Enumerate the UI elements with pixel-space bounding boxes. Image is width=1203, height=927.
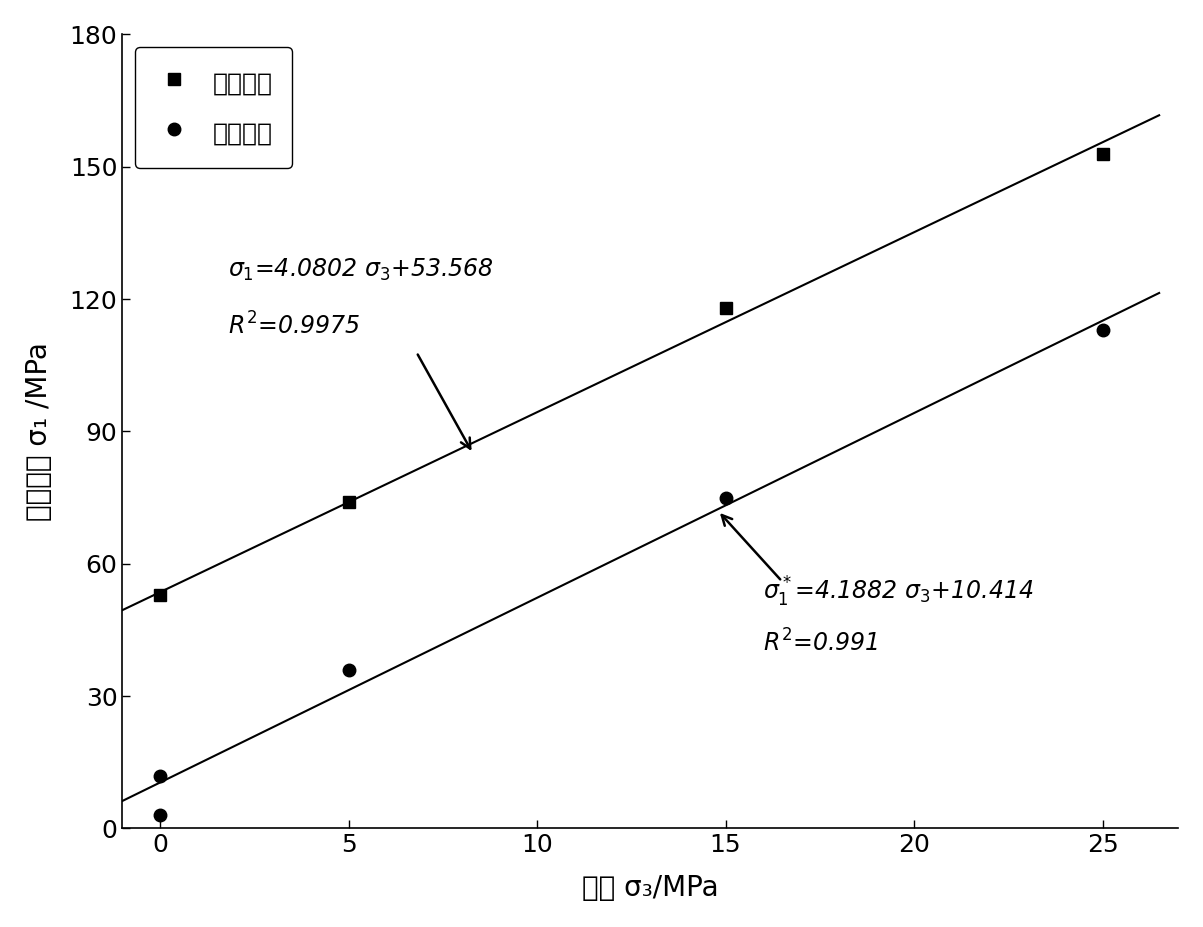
峰値强度 bbox=[718, 302, 733, 313]
残余强度 bbox=[153, 770, 167, 781]
峰値强度 bbox=[1096, 148, 1110, 159]
Legend: 峰値强度, 残余强度: 峰値强度, 残余强度 bbox=[135, 47, 292, 168]
Line: 峰値强度: 峰値强度 bbox=[154, 147, 1109, 601]
Line: 残余强度: 残余强度 bbox=[154, 324, 1109, 821]
Text: $R^2$=0.991: $R^2$=0.991 bbox=[763, 629, 878, 657]
Text: $\sigma_1$=4.0802 $\sigma_3$+53.568: $\sigma_1$=4.0802 $\sigma_3$+53.568 bbox=[227, 257, 493, 284]
Text: $R^2$=0.9975: $R^2$=0.9975 bbox=[227, 312, 361, 339]
X-axis label: 围压 σ₃/MPa: 围压 σ₃/MPa bbox=[582, 874, 718, 902]
残余强度 bbox=[342, 664, 356, 675]
Text: $\sigma_1^*$=4.1882 $\sigma_3$+10.414: $\sigma_1^*$=4.1882 $\sigma_3$+10.414 bbox=[763, 575, 1033, 608]
残余强度 bbox=[1096, 324, 1110, 336]
峰値强度 bbox=[153, 590, 167, 601]
峰値强度 bbox=[342, 497, 356, 508]
Y-axis label: 抗压强度 σ₁ /MPa: 抗压强度 σ₁ /MPa bbox=[25, 342, 53, 521]
残余强度 bbox=[153, 809, 167, 820]
残余强度 bbox=[718, 492, 733, 503]
